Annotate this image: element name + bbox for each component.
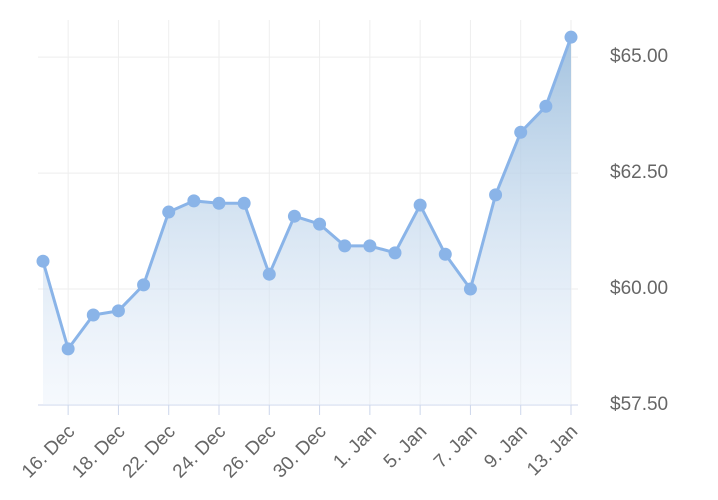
- line: [41, 36, 573, 351]
- point: [61, 342, 75, 356]
- point: [463, 282, 477, 296]
- point: [86, 308, 100, 322]
- point: [388, 246, 402, 260]
- x-tick-label: 7. Jan: [430, 421, 481, 472]
- point: [539, 99, 553, 113]
- point: [413, 198, 427, 212]
- y-tick-label: $60.00: [610, 278, 668, 299]
- x-tick-label: 1. Jan: [329, 421, 380, 472]
- y-tick-label: $62.50: [610, 162, 668, 183]
- x-tick-label: 22. Dec: [119, 421, 180, 482]
- point: [489, 188, 503, 202]
- x-tick-label: 13. Jan: [523, 421, 582, 480]
- point: [438, 247, 452, 261]
- point: [287, 209, 301, 223]
- x-tick-label: 18. Dec: [68, 421, 129, 482]
- point: [137, 278, 151, 292]
- x-tick-label: 30. Dec: [269, 421, 330, 482]
- y-tick-label: $65.00: [610, 46, 668, 67]
- point: [187, 194, 201, 208]
- point: [338, 239, 352, 253]
- x-tick-label: 5. Jan: [380, 421, 431, 472]
- x-tick-label: 16. Dec: [18, 421, 79, 482]
- x-tick-label: 26. Dec: [219, 421, 280, 482]
- point: [363, 239, 377, 253]
- point: [564, 30, 578, 44]
- point: [237, 196, 251, 210]
- point: [36, 254, 50, 268]
- x-tick-label: 24. Dec: [169, 421, 230, 482]
- point: [514, 125, 528, 139]
- point: [262, 267, 276, 281]
- point: [212, 196, 226, 210]
- point: [162, 205, 176, 219]
- y-tick-label: $57.50: [610, 394, 668, 415]
- point: [313, 217, 327, 231]
- point: [111, 304, 125, 318]
